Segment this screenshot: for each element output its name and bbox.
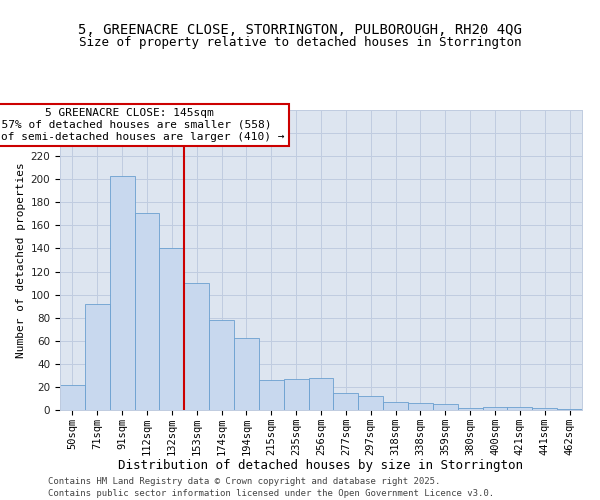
Y-axis label: Number of detached properties: Number of detached properties bbox=[16, 162, 26, 358]
X-axis label: Distribution of detached houses by size in Storrington: Distribution of detached houses by size … bbox=[119, 460, 523, 472]
Text: 5 GREENACRE CLOSE: 145sqm
← 57% of detached houses are smaller (558)
42% of semi: 5 GREENACRE CLOSE: 145sqm ← 57% of detac… bbox=[0, 108, 285, 142]
Bar bbox=[482, 406, 508, 410]
Bar bbox=[284, 379, 308, 410]
Bar bbox=[532, 408, 557, 410]
Bar bbox=[184, 283, 209, 410]
Bar bbox=[334, 392, 358, 410]
Bar bbox=[209, 320, 234, 410]
Bar bbox=[433, 404, 458, 410]
Bar bbox=[85, 304, 110, 410]
Text: 5, GREENACRE CLOSE, STORRINGTON, PULBOROUGH, RH20 4QG: 5, GREENACRE CLOSE, STORRINGTON, PULBORO… bbox=[78, 22, 522, 36]
Bar bbox=[134, 212, 160, 410]
Bar bbox=[458, 408, 482, 410]
Bar bbox=[508, 406, 532, 410]
Bar bbox=[383, 402, 408, 410]
Bar bbox=[259, 380, 284, 410]
Bar bbox=[234, 338, 259, 410]
Text: Size of property relative to detached houses in Storrington: Size of property relative to detached ho… bbox=[79, 36, 521, 49]
Bar bbox=[408, 403, 433, 410]
Bar bbox=[110, 176, 134, 410]
Bar bbox=[557, 409, 582, 410]
Bar bbox=[358, 396, 383, 410]
Bar bbox=[160, 248, 184, 410]
Bar bbox=[60, 384, 85, 410]
Bar bbox=[308, 378, 334, 410]
Text: Contains HM Land Registry data © Crown copyright and database right 2025.
Contai: Contains HM Land Registry data © Crown c… bbox=[48, 476, 494, 498]
